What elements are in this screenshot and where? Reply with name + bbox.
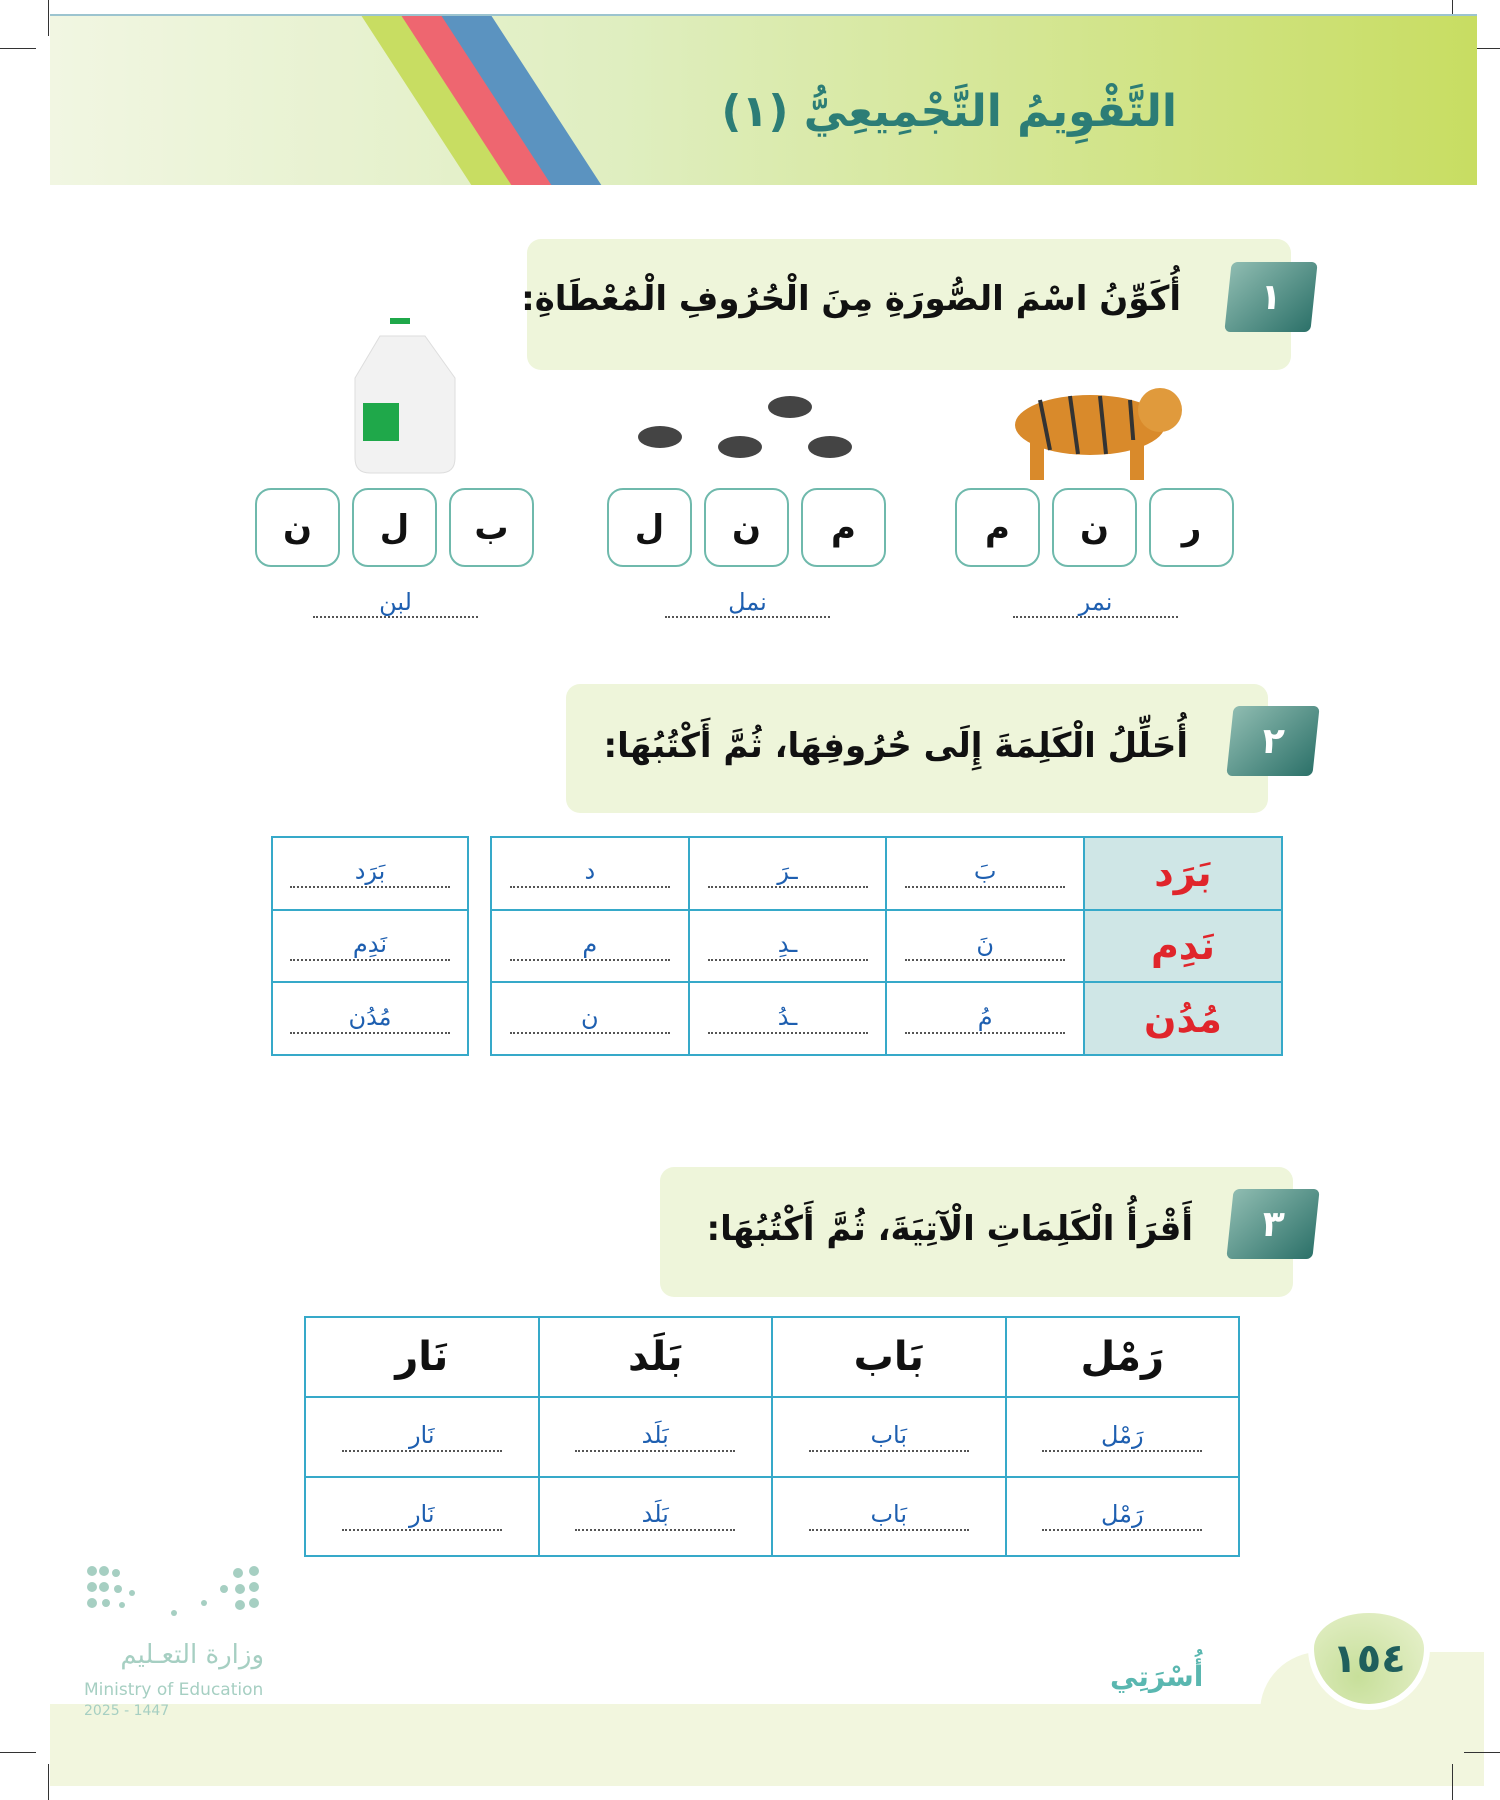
letter-input[interactable]: ـدُ — [707, 1004, 868, 1034]
letter-tile: ل — [607, 488, 692, 567]
ministry-name-ar: وزارة التعـليم — [120, 1640, 264, 1670]
letter-input[interactable]: نَ — [905, 931, 1066, 961]
word-header: نَار — [304, 1316, 540, 1398]
word-input[interactable]: رَمْل — [1042, 1501, 1203, 1532]
page-title: التَّقْوِيمُ التَّجْمِيعِيُّ (١) — [721, 86, 1177, 137]
crop-mark — [48, 0, 49, 36]
letter-tile: ن — [704, 488, 789, 567]
word-input[interactable]: نَدِم — [290, 931, 450, 961]
word-cell: نَدِم — [1083, 908, 1283, 984]
word-cell: بَرَد — [1083, 836, 1283, 911]
page-number: ١٥٤ — [1308, 1607, 1430, 1710]
question-1-text: أُكَوِّنُ اسْمَ الصُّورَةِ مِنَ الْحُرُو… — [521, 279, 1181, 319]
question-1-badge: ١ — [1224, 262, 1318, 332]
word-header: بَاب — [771, 1316, 1007, 1398]
word-input[interactable]: رَمْل — [1042, 1422, 1203, 1452]
question-3-box: أَقْرَأُ الْكَلِمَاتِ الْآتِيَةَ، ثُمَّ … — [660, 1167, 1293, 1297]
read-write-table: رَمْل بَاب بَلَد نَار رَمْل بَاب بَلَد نَار رَ… — [304, 1316, 1240, 1557]
letter-input[interactable]: ـرَ — [707, 858, 868, 889]
word-cell: مُدُن — [1083, 981, 1283, 1056]
ants-picture — [638, 396, 852, 458]
letter-tile: ن — [1052, 488, 1137, 567]
letter-tile: ل — [352, 488, 437, 567]
question-1-box: أُكَوِّنُ اسْمَ الصُّورَةِ مِنَ الْحُرُو… — [521, 239, 1291, 370]
milk-jug-picture — [354, 318, 456, 474]
letter-tile: ب — [449, 488, 534, 567]
answer-line[interactable]: لبن — [313, 588, 478, 618]
page-header: التَّقْوِيمُ التَّجْمِيعِيُّ (١) — [50, 14, 1477, 185]
crop-mark — [48, 1764, 49, 1800]
analysis-table: بَرَد بَ ـرَ د نَدِم نَ ـدِ م مُدُن مُ ـدُ ن — [490, 836, 1283, 1056]
letter-tile: ن — [255, 488, 340, 567]
crop-mark — [1464, 1752, 1500, 1753]
crop-mark — [1452, 1764, 1453, 1800]
answer-line[interactable]: نمر — [1013, 588, 1178, 618]
word-input[interactable]: بَلَد — [575, 1422, 736, 1452]
question-3-text: أَقْرَأُ الْكَلِمَاتِ الْآتِيَةَ، ثُمَّ … — [706, 1209, 1193, 1249]
letter-input[interactable]: مُ — [905, 1004, 1066, 1034]
crop-mark — [0, 1752, 36, 1753]
table-header-row: رَمْل بَاب بَلَد نَار — [304, 1316, 1240, 1398]
letter-input[interactable]: بَ — [905, 858, 1066, 889]
letter-tile: ر — [1149, 488, 1234, 567]
letter-tile: م — [801, 488, 886, 567]
written-word-table: بَرَد نَدِم مُدُن — [271, 836, 469, 1056]
ministry-name-en: Ministry of Education — [84, 1680, 264, 1700]
word-header: بَلَد — [537, 1316, 773, 1398]
crop-mark — [1464, 48, 1500, 49]
question-2-badge: ٢ — [1226, 706, 1320, 776]
footer-band — [50, 1704, 1484, 1786]
question-2-text: أُحَلِّلُ الْكَلِمَةَ إِلَى حُرُوفِهَا، … — [603, 726, 1188, 766]
letter-input[interactable]: ـدِ — [707, 931, 868, 961]
question-3-badge: ٣ — [1226, 1189, 1320, 1259]
word-header: رَمْل — [1004, 1316, 1240, 1398]
word-input[interactable]: بَاب — [808, 1501, 969, 1532]
edition-year: 2025 - 1447 — [84, 1703, 170, 1719]
table-row: رَمْل بَاب بَلَد نَار — [304, 1396, 1240, 1478]
letter-input[interactable]: ن — [509, 1004, 670, 1034]
word-input[interactable]: بَاب — [808, 1422, 969, 1452]
letter-input[interactable]: د — [509, 858, 670, 889]
word-input[interactable]: بَرَد — [290, 858, 450, 889]
table-row: نَدِم نَ ـدِ م — [490, 908, 1283, 984]
crop-mark — [0, 48, 36, 49]
letter-tile: م — [955, 488, 1040, 567]
ministry-logo — [87, 1566, 259, 1616]
table-row: رَمْل بَاب بَلَد نَار — [304, 1475, 1240, 1557]
unit-name: أُسْرَتِي — [1110, 1660, 1204, 1693]
letter-input[interactable]: م — [509, 931, 670, 961]
word-input[interactable]: مُدُن — [290, 1004, 450, 1034]
table-row: مُدُن مُ ـدُ ن — [490, 981, 1283, 1056]
answer-line[interactable]: نمل — [665, 588, 830, 618]
tiger-picture — [1015, 388, 1182, 480]
table-row: بَرَد بَ ـرَ د — [490, 836, 1283, 911]
word-input[interactable]: بَلَد — [575, 1501, 736, 1532]
question-2-box: أُحَلِّلُ الْكَلِمَةَ إِلَى حُرُوفِهَا، … — [566, 684, 1268, 813]
word-input[interactable]: نَار — [341, 1501, 502, 1532]
word-input[interactable]: نَار — [341, 1422, 502, 1452]
